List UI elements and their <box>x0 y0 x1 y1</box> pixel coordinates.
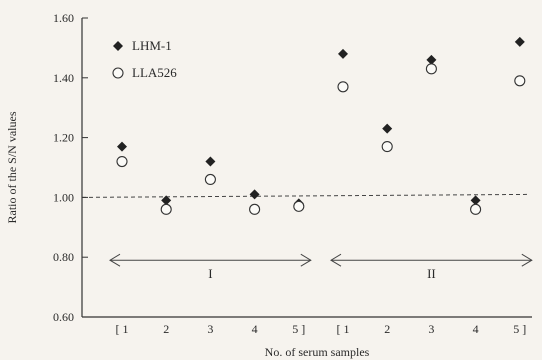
point-lla526 <box>514 75 526 87</box>
legend: LHM-1 LLA526 <box>112 38 177 80</box>
group-arrows: I II <box>109 253 533 281</box>
group-label: I <box>208 266 212 281</box>
data-points <box>116 36 526 215</box>
x-tick-labels: [ 1 2 3 4 5 ] [ 1 2 3 4 5 ] <box>116 322 527 336</box>
legend-label: LLA526 <box>132 65 177 80</box>
x-tick-label: 3 <box>428 322 434 336</box>
point-lhm-1 <box>161 195 172 206</box>
x-tick-label: 5 ] <box>513 322 526 336</box>
legend-label: LHM-1 <box>132 38 172 53</box>
point-lhm-1 <box>514 36 525 47</box>
point-lhm-1 <box>205 156 216 167</box>
point-lla526 <box>204 173 216 186</box>
point-lla526 <box>160 203 172 215</box>
y-tick-label: 0.60 <box>53 310 74 324</box>
group-arrow-head-right <box>300 253 312 267</box>
point-lhm-1 <box>117 141 127 152</box>
x-axis-label: No. of serum samples <box>265 345 370 359</box>
x-tick-label: 3 <box>207 322 213 336</box>
y-tick-label: 1.00 <box>53 190 74 204</box>
point-lla526 <box>249 203 261 215</box>
point-lhm-1 <box>338 48 348 59</box>
legend-marker-lla526 <box>112 67 124 79</box>
point-lla526 <box>293 200 305 212</box>
y-tick-label: 1.20 <box>53 131 74 145</box>
y-axis-label: Ratio of the S/N values <box>5 111 19 223</box>
x-tick-label: 2 <box>163 322 169 336</box>
legend-marker-lhm-1 <box>113 41 123 51</box>
x-tick-label: [ 1 <box>337 322 350 336</box>
axes <box>81 18 532 318</box>
group-label: II <box>427 266 436 281</box>
point-lhm-1 <box>382 123 393 134</box>
x-tick-label: [ 1 <box>116 322 129 336</box>
group-arrow-head-left <box>109 253 121 267</box>
x-tick-label: 2 <box>384 322 390 336</box>
group-arrow-head-right <box>521 253 533 267</box>
group-arrow-head-left <box>330 253 342 267</box>
x-tick-label: 4 <box>252 322 258 336</box>
point-lla526 <box>425 63 437 75</box>
y-tick-label: 1.40 <box>53 71 74 85</box>
point-lla526 <box>337 81 349 93</box>
point-lhm-1 <box>249 189 260 200</box>
y-ticks: 0.60 0.80 1.00 1.20 1.40 1.60 <box>53 11 88 324</box>
point-lla526 <box>470 203 482 215</box>
reference-line-group <box>81 193 531 198</box>
y-tick-label: 1.60 <box>53 11 74 25</box>
point-lhm-1 <box>426 54 437 65</box>
y-tick-label: 0.80 <box>53 250 74 264</box>
point-lla526 <box>116 155 128 168</box>
point-lhm-1 <box>470 195 481 206</box>
reference-line <box>81 193 531 198</box>
point-lla526 <box>381 141 393 153</box>
x-tick-label: 4 <box>473 322 479 336</box>
x-tick-label: 5 ] <box>292 322 305 336</box>
